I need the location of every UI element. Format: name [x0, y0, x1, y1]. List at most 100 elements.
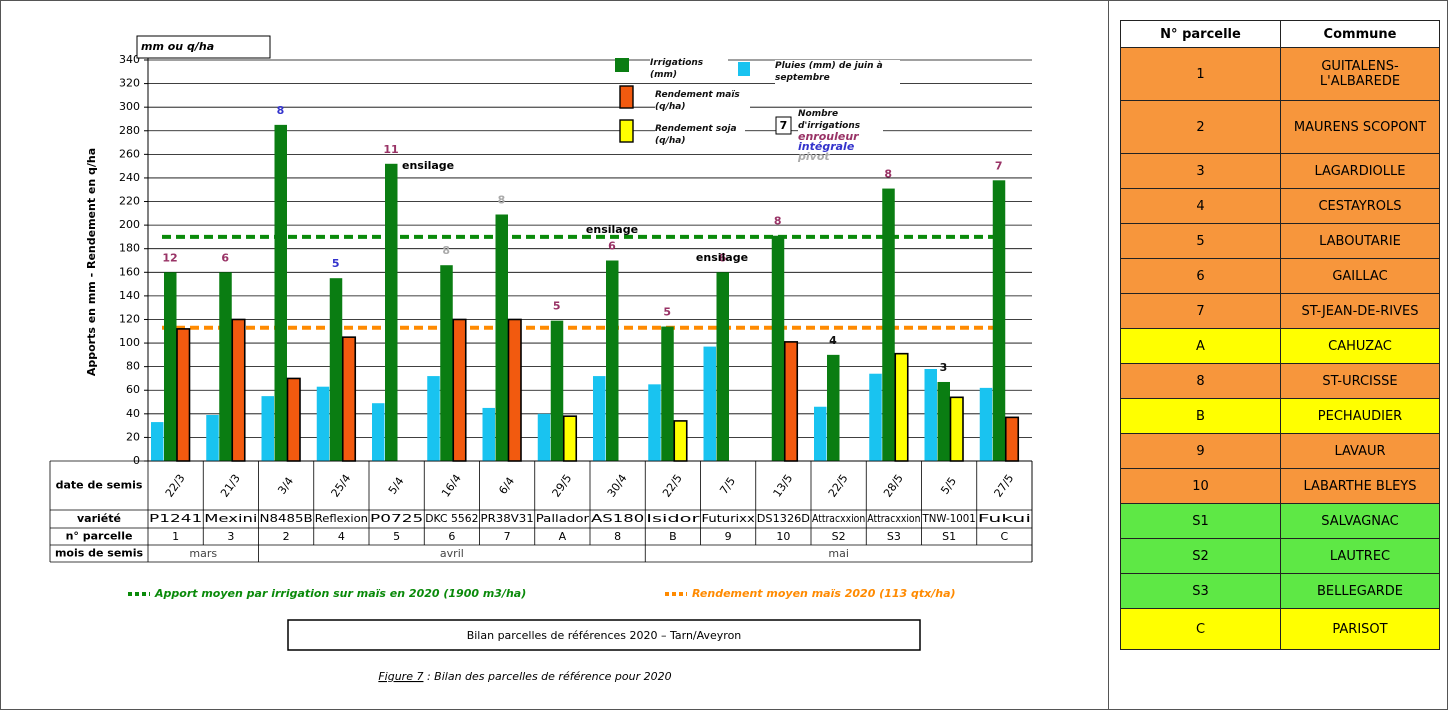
sowing-date: 16/4 [439, 472, 464, 500]
bar [924, 369, 937, 461]
parcel-label: S3 [887, 530, 901, 543]
irrigation-count: 6 [221, 251, 229, 264]
legend-swatch [738, 62, 750, 76]
irrigation-count: 8 [884, 168, 892, 181]
table-cell: S1 [1120, 503, 1281, 539]
table-cell: 8 [1120, 363, 1281, 399]
annotation: ensilage [402, 159, 454, 172]
x-tick-label: TNW-1001 [922, 512, 976, 525]
table-cell: SALVAGNAC [1280, 503, 1440, 539]
table-cell: MAURENS SCOPONT [1280, 100, 1440, 154]
y-tick-label: 220 [119, 195, 140, 208]
caption-text: : Bilan des parcelles de référence pour … [423, 670, 671, 683]
table-row: 1 GUITALENS-L'ALBAREDE [1120, 47, 1440, 101]
bar [274, 124, 287, 461]
sowing-month: mars [189, 547, 217, 560]
y-tick-label: 240 [119, 171, 140, 184]
table-cell: 4 [1120, 188, 1281, 224]
bar [385, 163, 398, 461]
table-cell: 2 [1120, 100, 1281, 154]
x-tick-label: Attracxxion [867, 512, 920, 525]
legend-text: Nombre d'irrigations [798, 108, 883, 132]
caption-ref: Figure 7 [378, 670, 423, 683]
table-row: 4 CESTAYROLS [1120, 188, 1440, 224]
y-tick-label: 20 [126, 430, 140, 443]
bar [606, 260, 619, 461]
table-cell: 5 [1120, 223, 1281, 259]
unit-label: mm ou q/ha [141, 40, 214, 53]
parcel-label: B [669, 530, 677, 543]
bar [661, 326, 674, 461]
irrigation-count: 8 [442, 244, 450, 257]
bar [979, 387, 993, 461]
header-cell: Commune [1280, 20, 1440, 48]
table-row: 3 LAGARDIOLLE [1120, 153, 1440, 189]
table-cell: 9 [1120, 433, 1281, 469]
table-cell: LABARTHE BLEYS [1280, 468, 1440, 504]
bar [1004, 416, 1020, 462]
bar [716, 272, 729, 461]
y-tick-label: 0 [133, 454, 140, 467]
sowing-date: 29/5 [550, 472, 575, 500]
sowing-date: 28/5 [881, 472, 906, 500]
sowing-date: 7/5 [717, 475, 738, 497]
table-cell: S2 [1120, 538, 1281, 574]
bar [537, 413, 551, 461]
table-cell: ST-URCISSE [1280, 363, 1440, 399]
bar [593, 376, 606, 461]
sowing-month: mai [828, 547, 849, 560]
table-cell: GUITALENS-L'ALBAREDE [1280, 47, 1440, 101]
sowing-date: 5/5 [938, 475, 959, 497]
table-cell: LAUTREC [1280, 538, 1440, 574]
irrigation-count: 7 [995, 159, 1003, 172]
header-cell: N° parcelle [1120, 20, 1281, 48]
sowing-date: 27/5 [992, 472, 1017, 500]
parcel-label: 3 [227, 530, 234, 543]
parcel-label: S1 [942, 530, 956, 543]
irrigation-count: 11 [383, 143, 398, 156]
bar [992, 180, 1006, 462]
parcel-label: 9 [725, 530, 732, 543]
sowing-date: 3/4 [275, 475, 296, 497]
row-label: mois de semis [55, 547, 144, 560]
x-tick-label: Reflexion [315, 512, 368, 525]
bar [261, 396, 274, 461]
legend-type: pivot [797, 150, 830, 163]
legend-label: Nombre d'irrigations [798, 108, 883, 132]
table-row: C PARISOT [1120, 608, 1440, 650]
y-tick-label: 160 [119, 265, 140, 278]
table-row: 9 LAVAUR [1120, 433, 1440, 469]
irrigation-count: 5 [663, 306, 671, 319]
chart: 0 20 40 60 80 100 120 140 160 180 200 220 240 260 280 3… [49, 35, 1033, 683]
reference-legend-label: Apport moyen par irrigation sur maïs en … [154, 587, 526, 600]
irrigation-count: 4 [829, 334, 837, 347]
table-cell: LAVAUR [1280, 433, 1440, 469]
bar [882, 188, 895, 461]
row-label: variété [77, 512, 121, 525]
sowing-date: 6/4 [496, 475, 517, 497]
bar [286, 377, 301, 462]
irrigation-count: 5 [553, 300, 561, 313]
bar [949, 396, 964, 462]
table-cell: GAILLAC [1280, 258, 1440, 294]
x-tick-label: P0725 [370, 512, 423, 525]
legend-type: intégrale [798, 140, 855, 153]
reference-legend-label: Rendement moyen maïs 2020 (113 qtx/ha) [692, 587, 956, 600]
title-box [287, 619, 921, 651]
caption: Figure 7 : Bilan des parcelles de référe… [378, 670, 671, 683]
legend-swatch [619, 119, 634, 143]
table-cell: 10 [1120, 468, 1281, 504]
table-row: 2 MAURENS SCOPONT [1120, 100, 1440, 154]
parcel-label: 5 [393, 530, 400, 543]
legend-label: Rendement maïs (q/ha) [655, 89, 750, 113]
x-tick-label: DS1326D [757, 512, 810, 525]
table-row: 8 ST-URCISSE [1120, 363, 1440, 399]
bar [372, 403, 385, 461]
table-row: A CAHUZAC [1120, 328, 1440, 364]
y-tick-label: 40 [126, 407, 140, 420]
table-cell: 6 [1120, 258, 1281, 294]
bar [562, 415, 578, 462]
bar [164, 272, 177, 461]
table-row: S1 SALVAGNAC [1120, 503, 1440, 539]
